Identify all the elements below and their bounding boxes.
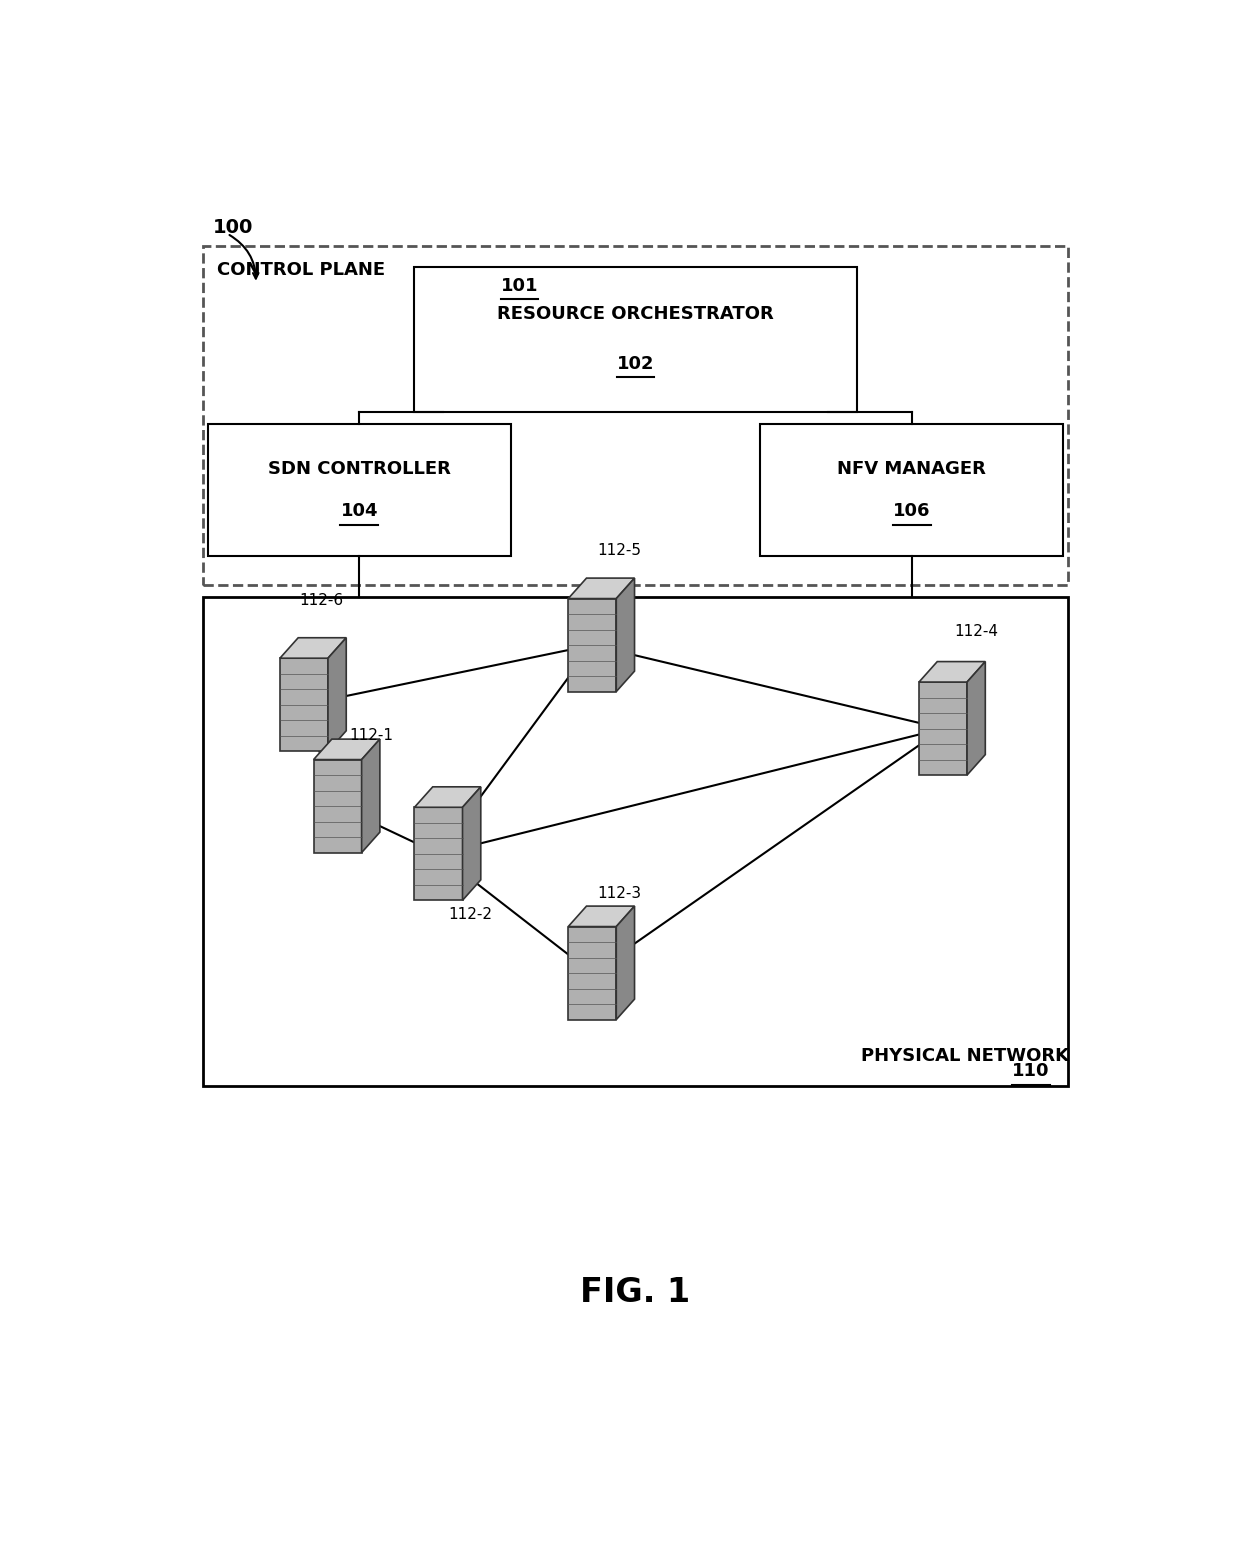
Bar	[208, 424, 511, 556]
Text: NFV MANAGER: NFV MANAGER	[837, 460, 986, 477]
Polygon shape	[414, 807, 463, 900]
Polygon shape	[362, 739, 379, 852]
Text: 112-5: 112-5	[596, 544, 641, 558]
Polygon shape	[568, 926, 616, 1019]
Bar	[414, 266, 857, 412]
Polygon shape	[616, 578, 635, 691]
Polygon shape	[568, 578, 635, 598]
Bar	[760, 424, 1063, 556]
Polygon shape	[280, 638, 346, 658]
Text: FIG. 1: FIG. 1	[580, 1276, 691, 1309]
Bar	[203, 598, 1068, 1086]
Polygon shape	[414, 787, 481, 807]
Polygon shape	[967, 661, 986, 774]
Text: SDN CONTROLLER: SDN CONTROLLER	[268, 460, 450, 477]
Bar	[203, 245, 1068, 586]
Text: 112-2: 112-2	[448, 908, 492, 922]
Text: 101: 101	[501, 277, 538, 294]
Text: CONTROL PLANE: CONTROL PLANE	[217, 262, 392, 279]
Text: 112-1: 112-1	[350, 728, 393, 744]
Polygon shape	[616, 906, 635, 1019]
Text: 106: 106	[893, 502, 930, 520]
Text: 112-4: 112-4	[955, 624, 998, 640]
Polygon shape	[280, 658, 327, 751]
Text: 102: 102	[616, 355, 655, 373]
Text: 110: 110	[1012, 1063, 1050, 1081]
Polygon shape	[568, 906, 635, 926]
Polygon shape	[919, 682, 967, 774]
Text: 112-6: 112-6	[299, 593, 343, 609]
Text: 100: 100	[213, 218, 253, 237]
Polygon shape	[919, 661, 986, 682]
Text: PHYSICAL NETWORK: PHYSICAL NETWORK	[862, 1047, 1075, 1064]
Polygon shape	[314, 759, 362, 852]
Polygon shape	[314, 739, 379, 759]
Polygon shape	[327, 638, 346, 751]
Text: 112-3: 112-3	[596, 886, 641, 900]
Polygon shape	[463, 787, 481, 900]
Text: 104: 104	[341, 502, 378, 520]
Polygon shape	[568, 598, 616, 691]
Text: RESOURCE ORCHESTRATOR: RESOURCE ORCHESTRATOR	[497, 305, 774, 322]
